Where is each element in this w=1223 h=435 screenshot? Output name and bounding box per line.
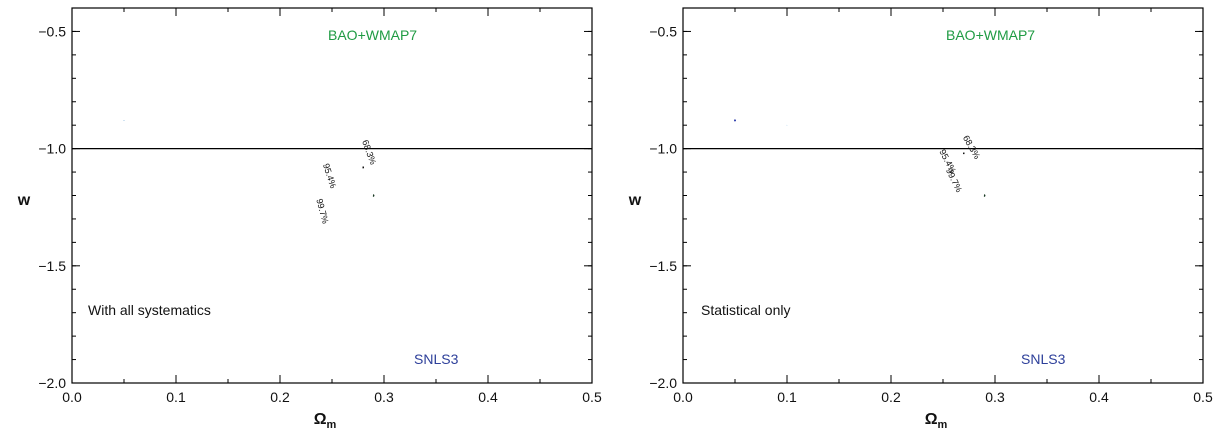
contour-level-label: 95.4%: [321, 162, 338, 189]
plot-frame: [682, 7, 1204, 384]
x-axis-title-sub: m: [327, 419, 337, 431]
x-axis-title-left: Ωm: [314, 411, 337, 431]
x-tick-label: 0.2: [270, 389, 290, 405]
annotation-right: Statistical only: [701, 302, 790, 318]
label-bao-right: BAO+WMAP7: [946, 27, 1035, 43]
y-tick-label: −0.5: [38, 23, 66, 39]
chart-left-svg: 68.3% 95.4% 99.7% 0.0 0.1 0.2 0.3 0.4 0.5 −2.0 −1…: [17, 7, 602, 431]
x-axis-title-main: Ω: [925, 411, 938, 428]
y-tick-label: −2.0: [38, 375, 66, 391]
y-tick-label: −2.0: [649, 375, 677, 391]
contour-level-label: 99.7%: [314, 198, 330, 225]
x-tick-label: 0.2: [881, 389, 901, 405]
x-tick-label: 0.0: [673, 389, 693, 405]
y-tick-label: −1.0: [649, 141, 677, 157]
y-axis-title-left: w: [17, 192, 31, 209]
y-tick-label: −1.5: [649, 258, 677, 274]
x-axis-title-right: Ωm: [925, 411, 948, 431]
x-tick-label: 0.1: [777, 389, 797, 405]
x-tick-label: 0.5: [1193, 389, 1213, 405]
label-bao-left: BAO+WMAP7: [328, 27, 417, 43]
chart-right-svg: 68.3%95.4%99.7% 0.0 0.1 0.2 0.3 0.4 0.5 −2.0 −1…: [628, 7, 1213, 431]
x-tick-label: 0.4: [478, 389, 498, 405]
contour-level-label: 68.3%: [961, 134, 982, 161]
chart-panel-left: 68.3% 95.4% 99.7% 0.0 0.1 0.2 0.3 0.4 0.5 −2.0 −1…: [17, 7, 602, 431]
plot-area-left: 68.3% 95.4% 99.7%: [72, 120, 592, 225]
plot-frame: [71, 7, 593, 384]
x-tick-label: 0.1: [166, 389, 186, 405]
x-tick-label: 0.3: [374, 389, 394, 405]
chart-panel-right: 68.3% 95.4% 99.7% 0.0 0.1 0.2 0.3 0.4 0.5 −2.0 −1…: [611, 0, 1223, 435]
label-snls-right: SNLS3: [1021, 351, 1066, 367]
y-axis-title-right: w: [628, 192, 642, 209]
y-tick-label: −0.5: [649, 23, 677, 39]
annotation-left: With all systematics: [88, 302, 211, 318]
y-tick-label: −1.5: [38, 258, 66, 274]
x-axis-title-sub: m: [938, 419, 948, 431]
contour-level-label: 99.7%: [944, 166, 964, 193]
x-axis-title-main: Ω: [314, 411, 327, 428]
x-tick-label: 0.0: [62, 389, 82, 405]
y-tick-label: −1.0: [38, 141, 66, 157]
x-tick-label: 0.3: [985, 389, 1005, 405]
x-tick-label: 0.5: [582, 389, 602, 405]
x-tick-label: 0.4: [1089, 389, 1109, 405]
contour-level-label: 68.3%: [360, 139, 378, 166]
label-snls-left: SNLS3: [414, 351, 459, 367]
plot-area-right: 68.3%95.4%99.7%: [683, 119, 1203, 197]
